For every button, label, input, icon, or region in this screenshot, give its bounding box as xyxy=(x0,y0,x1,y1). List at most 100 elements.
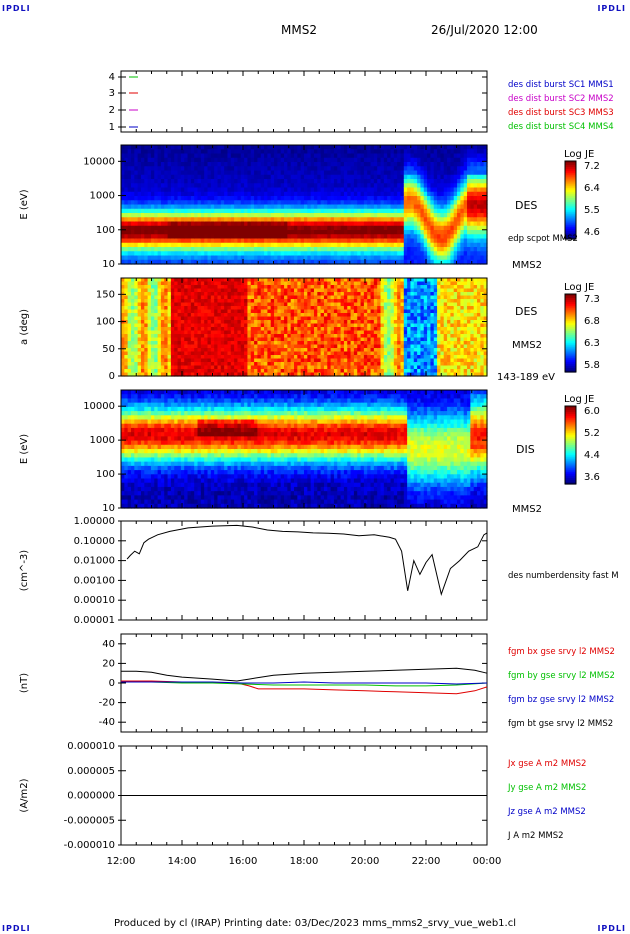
pitch-angle-cell xyxy=(140,358,145,363)
des-spectrogram-cell xyxy=(157,179,162,184)
des-spectrogram-cell xyxy=(200,187,205,193)
pitch-angle-cell xyxy=(250,362,255,367)
des-spectrogram-cell xyxy=(194,234,199,240)
des-spectrogram-cell xyxy=(180,247,185,252)
des-spectrogram-cell xyxy=(390,204,395,210)
pitch-angle-cell xyxy=(167,281,172,286)
colorbar-cell-1 xyxy=(565,176,576,180)
des-spectrogram-cell xyxy=(147,183,152,189)
des-spectrogram-cell xyxy=(383,191,388,197)
des-spectrogram-cell xyxy=(480,225,485,231)
pitch-angle-cell xyxy=(194,344,199,349)
des-spectrogram-cell xyxy=(270,149,275,155)
des-spectrogram-cell xyxy=(227,145,232,150)
des-spectrogram-cell xyxy=(187,174,192,180)
pitch-angle-cell xyxy=(297,334,302,339)
des-spectrogram-cell xyxy=(197,187,202,193)
des-spectrogram-cell xyxy=(300,174,305,180)
des-spectrogram-cell xyxy=(130,170,135,176)
pitch-angle-cell xyxy=(270,327,275,332)
des-spectrogram-cell xyxy=(327,213,332,218)
des-spectrogram-cell xyxy=(150,247,155,252)
des-spectrogram-cell xyxy=(453,145,458,150)
des-spectrogram-cell xyxy=(393,166,398,172)
pitch-angle-cell xyxy=(210,313,215,318)
des-spectrogram-cell xyxy=(330,157,335,163)
pitch-angle-cell xyxy=(244,281,249,286)
des-spectrogram-cell xyxy=(313,187,318,193)
des-spectrogram-cell xyxy=(407,153,412,159)
des-spectrogram-cell xyxy=(480,213,485,218)
des-spectrogram-cell xyxy=(214,251,219,257)
pitch-angle-cell xyxy=(220,299,225,304)
pitch-angle-cell xyxy=(147,285,152,290)
pitch-angle-cell xyxy=(207,365,212,370)
des-spectrogram-cell xyxy=(463,166,468,172)
des-spectrogram-cell xyxy=(407,230,412,235)
pitch-angle-cell xyxy=(194,320,199,325)
des-spectrogram-cell xyxy=(413,213,418,218)
pitch-angle-cell xyxy=(174,285,179,290)
des-spectrogram-cell xyxy=(430,170,435,176)
des-spectrogram-cell xyxy=(194,230,199,235)
pitch-angle-cell xyxy=(274,351,278,356)
des-spectrogram-cell xyxy=(400,187,405,193)
pitch-angle-cell xyxy=(144,295,149,300)
des-spectrogram-cell xyxy=(470,179,475,184)
des-spectrogram-cell xyxy=(447,179,451,184)
des-spectrogram-cell xyxy=(443,196,448,201)
des-spectrogram-cell xyxy=(373,213,378,218)
des-spectrogram-cell xyxy=(130,230,135,235)
des-spectrogram-cell xyxy=(460,238,465,244)
pitch-angle-cell xyxy=(317,369,322,374)
pitch-angle-cell xyxy=(147,323,152,328)
pitch-angle-cell xyxy=(200,316,205,321)
des-spectrogram-cell xyxy=(417,179,422,184)
pitch-angle-cell xyxy=(127,362,132,367)
des-spectrogram-cell xyxy=(287,230,292,235)
des-spectrogram-cell xyxy=(360,153,365,159)
des-spectrogram-cell xyxy=(333,230,338,235)
pitch-angle-cell xyxy=(290,341,295,346)
pitch-angle-cell xyxy=(124,309,129,314)
des-spectrogram-cell xyxy=(164,259,169,265)
des-spectrogram-cell xyxy=(254,174,259,180)
des-spectrogram-cell xyxy=(217,217,222,223)
pitch-angle-cell xyxy=(317,316,322,321)
des-spectrogram-cell xyxy=(227,213,232,218)
des-spectrogram-cell xyxy=(157,251,162,257)
des-spectrogram-cell xyxy=(154,162,159,167)
des-spectrogram-cell xyxy=(170,217,175,223)
des-spectrogram-cell xyxy=(373,191,378,197)
pitch-angle-cell xyxy=(154,278,159,283)
pitch-angle-cell xyxy=(167,320,172,325)
des-spectrogram-cell xyxy=(121,187,125,193)
des-spectrogram-cell xyxy=(450,200,455,206)
pitch-angle-cell xyxy=(164,330,169,335)
des-spectrogram-cell xyxy=(433,187,438,193)
des-spectrogram-cell xyxy=(250,204,255,210)
y-tick-label-1: 10 xyxy=(102,259,115,270)
des-spectrogram-cell xyxy=(237,221,242,227)
pitch-angle-cell xyxy=(244,351,249,356)
des-spectrogram-cell xyxy=(274,255,278,261)
des-spectrogram-cell xyxy=(180,213,185,218)
des-spectrogram-cell xyxy=(200,217,205,223)
des-spectrogram-cell xyxy=(250,225,255,231)
pitch-angle-cell xyxy=(204,372,209,377)
pitch-angle-cell xyxy=(194,327,199,332)
pitch-angle-cell xyxy=(307,288,312,293)
des-spectrogram-cell xyxy=(410,191,415,197)
pitch-angle-cell xyxy=(190,288,195,293)
des-spectrogram-cell xyxy=(327,247,332,252)
des-spectrogram-cell xyxy=(357,238,362,244)
pitch-angle-cell xyxy=(250,320,255,325)
des-spectrogram-cell xyxy=(440,255,445,261)
des-spectrogram-cell xyxy=(410,174,415,180)
des-spectrogram-cell xyxy=(210,234,215,240)
pitch-angle-cell xyxy=(147,355,152,360)
des-spectrogram-cell xyxy=(250,183,255,189)
des-spectrogram-cell xyxy=(294,153,298,159)
des-spectrogram-cell xyxy=(403,187,408,193)
pitch-angle-cell xyxy=(180,351,185,356)
